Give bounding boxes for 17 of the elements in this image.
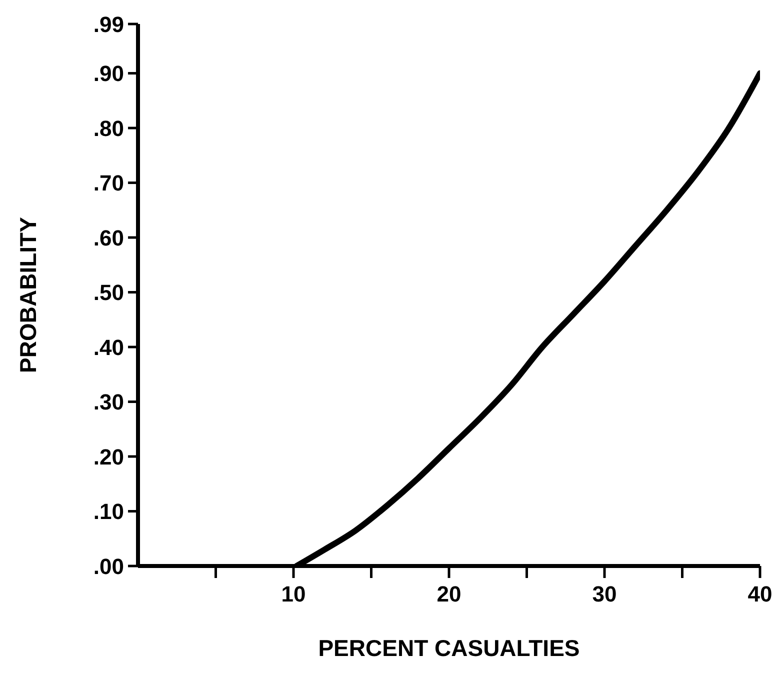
x-tick-label: 30 xyxy=(592,582,617,607)
y-tick-label: .60 xyxy=(93,225,124,250)
y-tick-label: .50 xyxy=(93,280,124,306)
x-tick-label: 20 xyxy=(436,582,462,607)
y-axis-title: PROBABILITY xyxy=(15,217,42,373)
x-tick-label: 40 xyxy=(748,582,772,607)
y-tick-label: .70 xyxy=(93,170,124,196)
y-tick-label: .10 xyxy=(93,499,124,524)
y-tick-label: .99 xyxy=(93,12,124,37)
y-tick-label: .00 xyxy=(93,554,124,579)
x-tick-label: 10 xyxy=(281,582,306,607)
y-tick-label: .20 xyxy=(93,444,124,470)
y-tick-label: .90 xyxy=(93,61,124,86)
y-tick-label: .30 xyxy=(93,390,124,415)
x-axis-title: PERCENT CASUALTIES xyxy=(318,635,580,661)
y-tick-label: .80 xyxy=(93,116,124,141)
y-tick-label: .40 xyxy=(93,334,124,360)
